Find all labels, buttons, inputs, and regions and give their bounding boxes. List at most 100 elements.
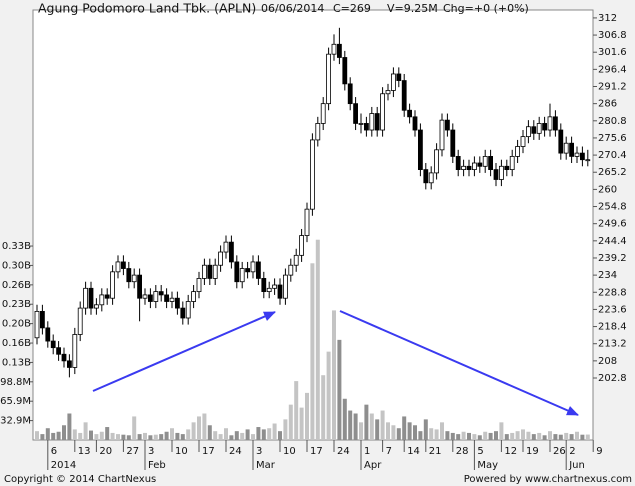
powered-by: Powered by www.chartnexus.com bbox=[464, 474, 632, 485]
candle-body bbox=[407, 109, 413, 118]
candle-body bbox=[466, 165, 472, 171]
volume-bar bbox=[472, 434, 477, 440]
volume-bar bbox=[240, 432, 245, 440]
volume-bar bbox=[40, 434, 45, 440]
x-tick-label: 9 bbox=[596, 446, 602, 457]
volume-bar bbox=[521, 429, 525, 440]
volume-bar bbox=[251, 434, 255, 440]
candle-body bbox=[509, 156, 515, 171]
volume-bar bbox=[564, 432, 569, 440]
candle-body bbox=[580, 152, 585, 161]
candle-body bbox=[574, 152, 580, 157]
candle-body bbox=[50, 340, 56, 349]
volume-bar bbox=[126, 435, 131, 440]
candle-body bbox=[142, 294, 148, 299]
candle-body bbox=[363, 123, 369, 131]
x-tick-label: 21 bbox=[429, 446, 442, 457]
volume-bar bbox=[445, 431, 450, 440]
volume-bar bbox=[483, 431, 488, 440]
candle-body bbox=[515, 146, 520, 157]
y2-tick-label: 32.9M bbox=[0, 416, 31, 427]
candle-body bbox=[110, 271, 115, 299]
candle-body bbox=[553, 116, 558, 131]
volume-bar bbox=[159, 434, 164, 440]
candle-body bbox=[34, 310, 40, 339]
volume-bar bbox=[569, 434, 574, 440]
candle-body bbox=[61, 353, 67, 362]
volume-bar bbox=[575, 431, 579, 440]
volume-bar bbox=[585, 434, 590, 440]
volume-bar bbox=[450, 432, 455, 440]
candle-body bbox=[558, 129, 564, 154]
candle-body bbox=[585, 159, 591, 162]
volume-bar bbox=[94, 434, 99, 440]
y-tick-label: 208 bbox=[598, 356, 617, 367]
volume-bar bbox=[35, 431, 39, 440]
y2-tick-label: 0.20B bbox=[2, 319, 31, 330]
candle-body bbox=[569, 142, 574, 157]
y2-tick-label: 0.26B bbox=[2, 280, 31, 291]
volume-bar bbox=[310, 263, 315, 440]
volume-bar bbox=[396, 428, 401, 440]
volume-bar bbox=[342, 398, 347, 440]
volume-bar bbox=[369, 413, 374, 440]
candle-body bbox=[417, 129, 423, 171]
candle-body bbox=[526, 126, 531, 138]
volume-bar bbox=[67, 413, 72, 440]
x-tick-label: 20 bbox=[99, 446, 112, 457]
candle-body bbox=[547, 116, 553, 131]
y-tick-label: 228.8 bbox=[598, 287, 627, 298]
volume-bar bbox=[153, 434, 158, 440]
candle-body bbox=[169, 297, 175, 302]
volume-bar bbox=[553, 434, 558, 440]
volume-bar bbox=[353, 413, 358, 440]
y-tick-label: 239.2 bbox=[598, 253, 627, 264]
y-tick-label: 280.8 bbox=[598, 116, 627, 127]
candle-body bbox=[439, 119, 445, 151]
candle-body bbox=[228, 241, 234, 263]
candle-body bbox=[218, 251, 224, 266]
candle-body bbox=[504, 165, 510, 171]
candle-body bbox=[563, 142, 569, 154]
volume-bar bbox=[143, 432, 147, 440]
volume-bar bbox=[202, 413, 207, 440]
volume-bar bbox=[418, 431, 423, 440]
month-label: Mar bbox=[256, 460, 276, 471]
x-tick-label: 27 bbox=[126, 446, 139, 457]
y-tick-label: 234 bbox=[598, 270, 617, 281]
volume-bar bbox=[213, 431, 218, 440]
volume-bar bbox=[267, 428, 272, 440]
x-tick-label: 7 bbox=[386, 446, 392, 457]
x-tick-label: 14 bbox=[407, 446, 420, 457]
volume-bar bbox=[510, 432, 515, 440]
volume-bar bbox=[402, 416, 407, 440]
volume-bar bbox=[494, 431, 498, 440]
candle-body bbox=[428, 172, 434, 184]
volume-bar bbox=[580, 434, 585, 440]
candle-body bbox=[94, 304, 99, 309]
candle-body bbox=[299, 235, 305, 256]
header-volume: V=9.25M bbox=[387, 2, 438, 15]
candle-body bbox=[77, 307, 83, 335]
candle-body bbox=[245, 268, 251, 273]
volume-bar bbox=[186, 429, 191, 440]
volume-bar bbox=[375, 419, 380, 440]
volume-bar bbox=[391, 425, 396, 440]
candle-body bbox=[88, 287, 94, 309]
y-tick-label: 249.6 bbox=[598, 219, 627, 230]
candle-body bbox=[282, 274, 288, 299]
volume-bar bbox=[542, 435, 547, 440]
candle-body bbox=[99, 294, 105, 306]
month-label: Feb bbox=[148, 460, 166, 471]
y-tick-label: 286 bbox=[598, 99, 617, 110]
candle-body bbox=[164, 294, 170, 302]
y-tick-label: 296.4 bbox=[598, 64, 627, 75]
volume-bar bbox=[326, 351, 331, 440]
candle-body bbox=[174, 297, 180, 309]
candle-body bbox=[255, 261, 261, 279]
candle-body bbox=[180, 307, 186, 319]
volume-bar bbox=[224, 428, 228, 440]
volume-bar bbox=[72, 429, 77, 440]
y2-tick-label: 0.23B bbox=[2, 299, 31, 310]
